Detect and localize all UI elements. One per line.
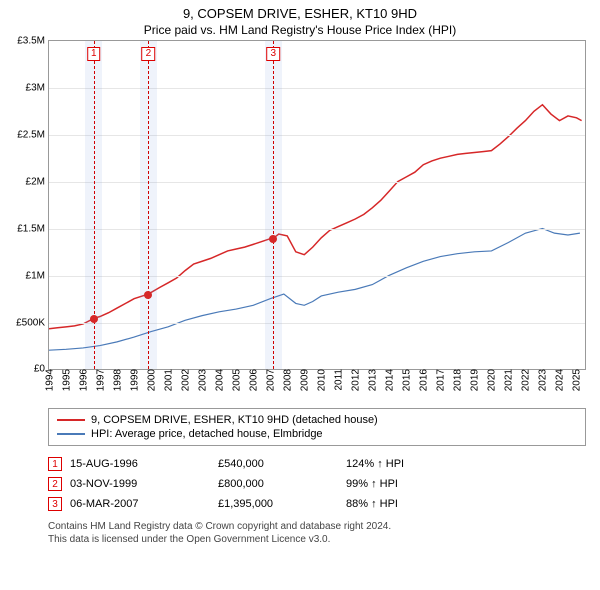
legend-row: 9, COPSEM DRIVE, ESHER, KT10 9HD (detach… (57, 413, 577, 427)
sale-price: £540,000 (218, 458, 338, 470)
x-tick-label: 2025 (570, 369, 583, 391)
footer-license: This data is licensed under the Open Gov… (48, 533, 586, 546)
sale-hpi: 88% ↑ HPI (346, 498, 466, 510)
y-tick-label: £1M (26, 270, 49, 281)
sale-number-badge: 1 (48, 457, 62, 471)
gridline (49, 276, 585, 277)
sale-date: 06-MAR-2007 (70, 498, 210, 510)
sales-table-row: 2 03-NOV-1999 £800,000 99% ↑ HPI (48, 474, 586, 494)
x-tick-label: 2021 (502, 369, 515, 391)
gridline (49, 88, 585, 89)
x-tick-label: 2001 (162, 369, 175, 391)
y-tick-label: £2.5M (17, 130, 49, 141)
x-tick-label: 2004 (213, 369, 226, 391)
x-tick-label: 2017 (434, 369, 447, 391)
sale-price: £800,000 (218, 478, 338, 490)
x-tick-label: 2002 (179, 369, 192, 391)
x-tick-label: 2023 (536, 369, 549, 391)
sale-badge: 1 (87, 47, 101, 61)
gridline (49, 135, 585, 136)
footer: Contains HM Land Registry data © Crown c… (48, 520, 586, 546)
x-tick-label: 1997 (94, 369, 107, 391)
x-tick-label: 1995 (60, 369, 73, 391)
x-tick-label: 2011 (332, 369, 345, 391)
sale-price: £1,395,000 (218, 498, 338, 510)
sale-marker-line (148, 41, 149, 369)
chart-subtitle: Price paid vs. HM Land Registry's House … (0, 23, 600, 39)
sale-marker-line (273, 41, 274, 369)
chart-title: 9, COPSEM DRIVE, ESHER, KT10 9HD (0, 6, 600, 23)
chart-container: 9, COPSEM DRIVE, ESHER, KT10 9HD Price p… (0, 0, 600, 590)
y-tick-label: £3.5M (17, 36, 49, 47)
title-block: 9, COPSEM DRIVE, ESHER, KT10 9HD Price p… (0, 0, 600, 40)
gridline (49, 182, 585, 183)
x-tick-label: 2020 (485, 369, 498, 391)
x-tick-label: 1994 (43, 369, 56, 391)
x-tick-label: 1996 (77, 369, 90, 391)
x-tick-label: 2007 (264, 369, 277, 391)
sale-number-badge: 2 (48, 477, 62, 491)
x-tick-label: 1999 (128, 369, 141, 391)
x-tick-label: 2019 (468, 369, 481, 391)
sale-badge: 2 (142, 47, 156, 61)
legend-label: 9, COPSEM DRIVE, ESHER, KT10 9HD (detach… (91, 414, 378, 426)
sales-table-row: 3 06-MAR-2007 £1,395,000 88% ↑ HPI (48, 494, 586, 514)
sale-badge: 3 (266, 47, 280, 61)
x-tick-label: 2010 (315, 369, 328, 391)
x-tick-label: 2018 (451, 369, 464, 391)
series-price_paid (49, 105, 582, 329)
sale-hpi: 99% ↑ HPI (346, 478, 466, 490)
sales-table: 1 15-AUG-1996 £540,000 124% ↑ HPI 2 03-NOV-19… (48, 454, 586, 514)
legend-swatch (57, 433, 85, 435)
x-tick-label: 2013 (366, 369, 379, 391)
sale-date: 15-AUG-1996 (70, 458, 210, 470)
y-tick-label: £3M (26, 83, 49, 94)
sale-marker-point (144, 291, 152, 299)
y-tick-label: £500K (16, 317, 49, 328)
legend-row: HPI: Average price, detached house, Elmb… (57, 427, 577, 441)
x-tick-label: 2012 (349, 369, 362, 391)
x-tick-label: 2022 (519, 369, 532, 391)
x-tick-label: 1998 (111, 369, 124, 391)
sale-marker-point (269, 235, 277, 243)
line-series-svg (49, 41, 585, 369)
gridline (49, 229, 585, 230)
gridline (49, 323, 585, 324)
sale-hpi: 124% ↑ HPI (346, 458, 466, 470)
x-tick-label: 2009 (298, 369, 311, 391)
sale-date: 03-NOV-1999 (70, 478, 210, 490)
x-tick-label: 2014 (383, 369, 396, 391)
sale-marker-point (90, 315, 98, 323)
y-tick-label: £2M (26, 177, 49, 188)
x-tick-label: 2016 (417, 369, 430, 391)
legend-swatch (57, 419, 85, 421)
footer-copyright: Contains HM Land Registry data © Crown c… (48, 520, 586, 533)
x-tick-label: 2015 (400, 369, 413, 391)
series-hpi (49, 229, 580, 351)
sales-table-row: 1 15-AUG-1996 £540,000 124% ↑ HPI (48, 454, 586, 474)
y-tick-label: £1.5M (17, 223, 49, 234)
sale-number-badge: 3 (48, 497, 62, 511)
x-tick-label: 2024 (553, 369, 566, 391)
legend: 9, COPSEM DRIVE, ESHER, KT10 9HD (detach… (48, 408, 586, 446)
x-tick-label: 2008 (281, 369, 294, 391)
x-tick-label: 2005 (230, 369, 243, 391)
x-tick-label: 2003 (196, 369, 209, 391)
x-tick-label: 2006 (247, 369, 260, 391)
plot-area: £0£500K£1M£1.5M£2M£2.5M£3M£3.5M199419951… (48, 40, 586, 370)
x-tick-label: 2000 (145, 369, 158, 391)
legend-label: HPI: Average price, detached house, Elmb… (91, 428, 323, 440)
